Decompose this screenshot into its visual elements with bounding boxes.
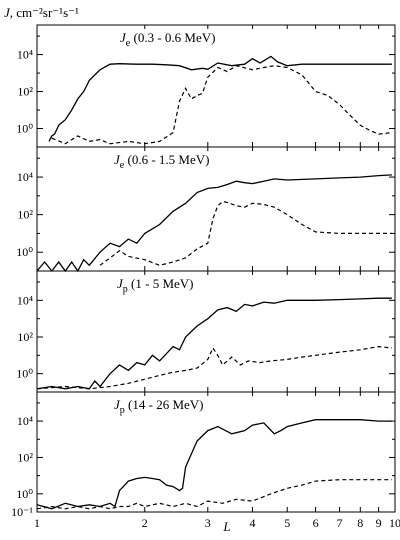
y-tick-label: 10²	[17, 85, 33, 99]
x-tick-label: 4	[250, 516, 256, 530]
series-line-dashed	[36, 479, 392, 510]
panel-label: Jp (1 - 5 MeV)	[117, 276, 194, 295]
x-tick-label: 5	[284, 516, 290, 530]
panel-4: 10⁻¹ 10⁰ 10² 10⁴ Jp (14 - 26 MeV)	[11, 391, 396, 519]
y-tick-label: 10⁻¹	[11, 505, 33, 519]
x-tick-label: 7	[337, 516, 343, 530]
panel-label-range: (0.3 - 0.6 MeV)	[130, 30, 215, 45]
panel-label-sub: e	[126, 38, 131, 49]
series-line-dashed	[36, 345, 392, 390]
panel-label: Jp (14 - 26 MeV)	[114, 397, 204, 416]
panel-label-symbol: J	[120, 30, 127, 45]
panels-group: 10⁰ 10² 10⁴ Je (0.3 - 0.6 MeV) 10⁰ 10² 10⁴ Je (…	[11, 24, 396, 519]
y-axis-title-symbol: J	[4, 5, 11, 20]
panel-3: 10⁰ 10² 10⁴ Jp (1 - 5 MeV)	[16, 270, 396, 393]
y-tick-label: 10⁰	[16, 487, 33, 501]
series-line-solid	[48, 55, 392, 142]
y-tick-label: 10⁴	[17, 414, 33, 428]
panel-label-sub: p	[120, 405, 125, 416]
panel-label-symbol: J	[114, 397, 121, 412]
panel-frame	[36, 24, 396, 148]
panel-label-range: (14 - 26 MeV)	[125, 397, 204, 412]
y-tick-label: 10⁴	[17, 170, 33, 184]
series-line-dashed	[99, 200, 392, 266]
x-tick-label: 2	[142, 516, 148, 530]
panel-label: Je (0.6 - 1.5 MeV)	[114, 152, 209, 171]
panel-label-range: (1 - 5 MeV)	[128, 276, 194, 291]
panel-label-range: (0.6 - 1.5 MeV)	[124, 152, 209, 167]
y-tick-label: 10⁰	[16, 122, 33, 136]
series-line-solid	[36, 174, 392, 273]
panel-label-sub: e	[120, 160, 125, 171]
panel-1: 10⁰ 10² 10⁴ Je (0.3 - 0.6 MeV)	[16, 24, 396, 148]
x-axis: 1 2 3 4 5 6 7 8 9 10	[34, 516, 400, 530]
panel-label-sub: p	[123, 284, 128, 295]
y-tick-label: 10⁰	[16, 245, 33, 259]
panel-label-symbol: J	[117, 276, 124, 291]
series-line-solid	[36, 419, 392, 510]
panel-label: Je (0.3 - 0.6 MeV)	[120, 30, 215, 49]
x-tick-label: 1	[34, 516, 40, 530]
y-axis-title: J, cm⁻²sr⁻¹s⁻¹	[4, 5, 79, 20]
panel-frame	[36, 270, 396, 393]
y-tick-label: 10²	[17, 208, 33, 222]
y-tick-label: 10⁴	[17, 48, 33, 62]
panel-2: 10⁰ 10² 10⁴ Je (0.6 - 1.5 MeV)	[16, 146, 396, 273]
y-axis-title-units: , cm⁻²sr⁻¹s⁻¹	[10, 5, 79, 20]
panel-label-symbol: J	[114, 152, 121, 167]
panel-frame	[36, 391, 396, 513]
x-tick-label: 3	[205, 516, 211, 530]
x-tick-label: 8	[357, 516, 363, 530]
x-tick-label: 9	[376, 516, 382, 530]
y-tick-label: 10²	[17, 330, 33, 344]
x-tick-label: 6	[313, 516, 319, 530]
series-line-solid	[36, 297, 392, 390]
y-tick-label: 10⁰	[16, 367, 33, 381]
y-tick-label: 10²	[17, 450, 33, 464]
y-tick-label: 10⁴	[17, 293, 33, 307]
x-tick-label: 10	[389, 516, 400, 530]
series-line-dashed	[51, 65, 392, 145]
x-axis-title: L	[222, 519, 230, 534]
